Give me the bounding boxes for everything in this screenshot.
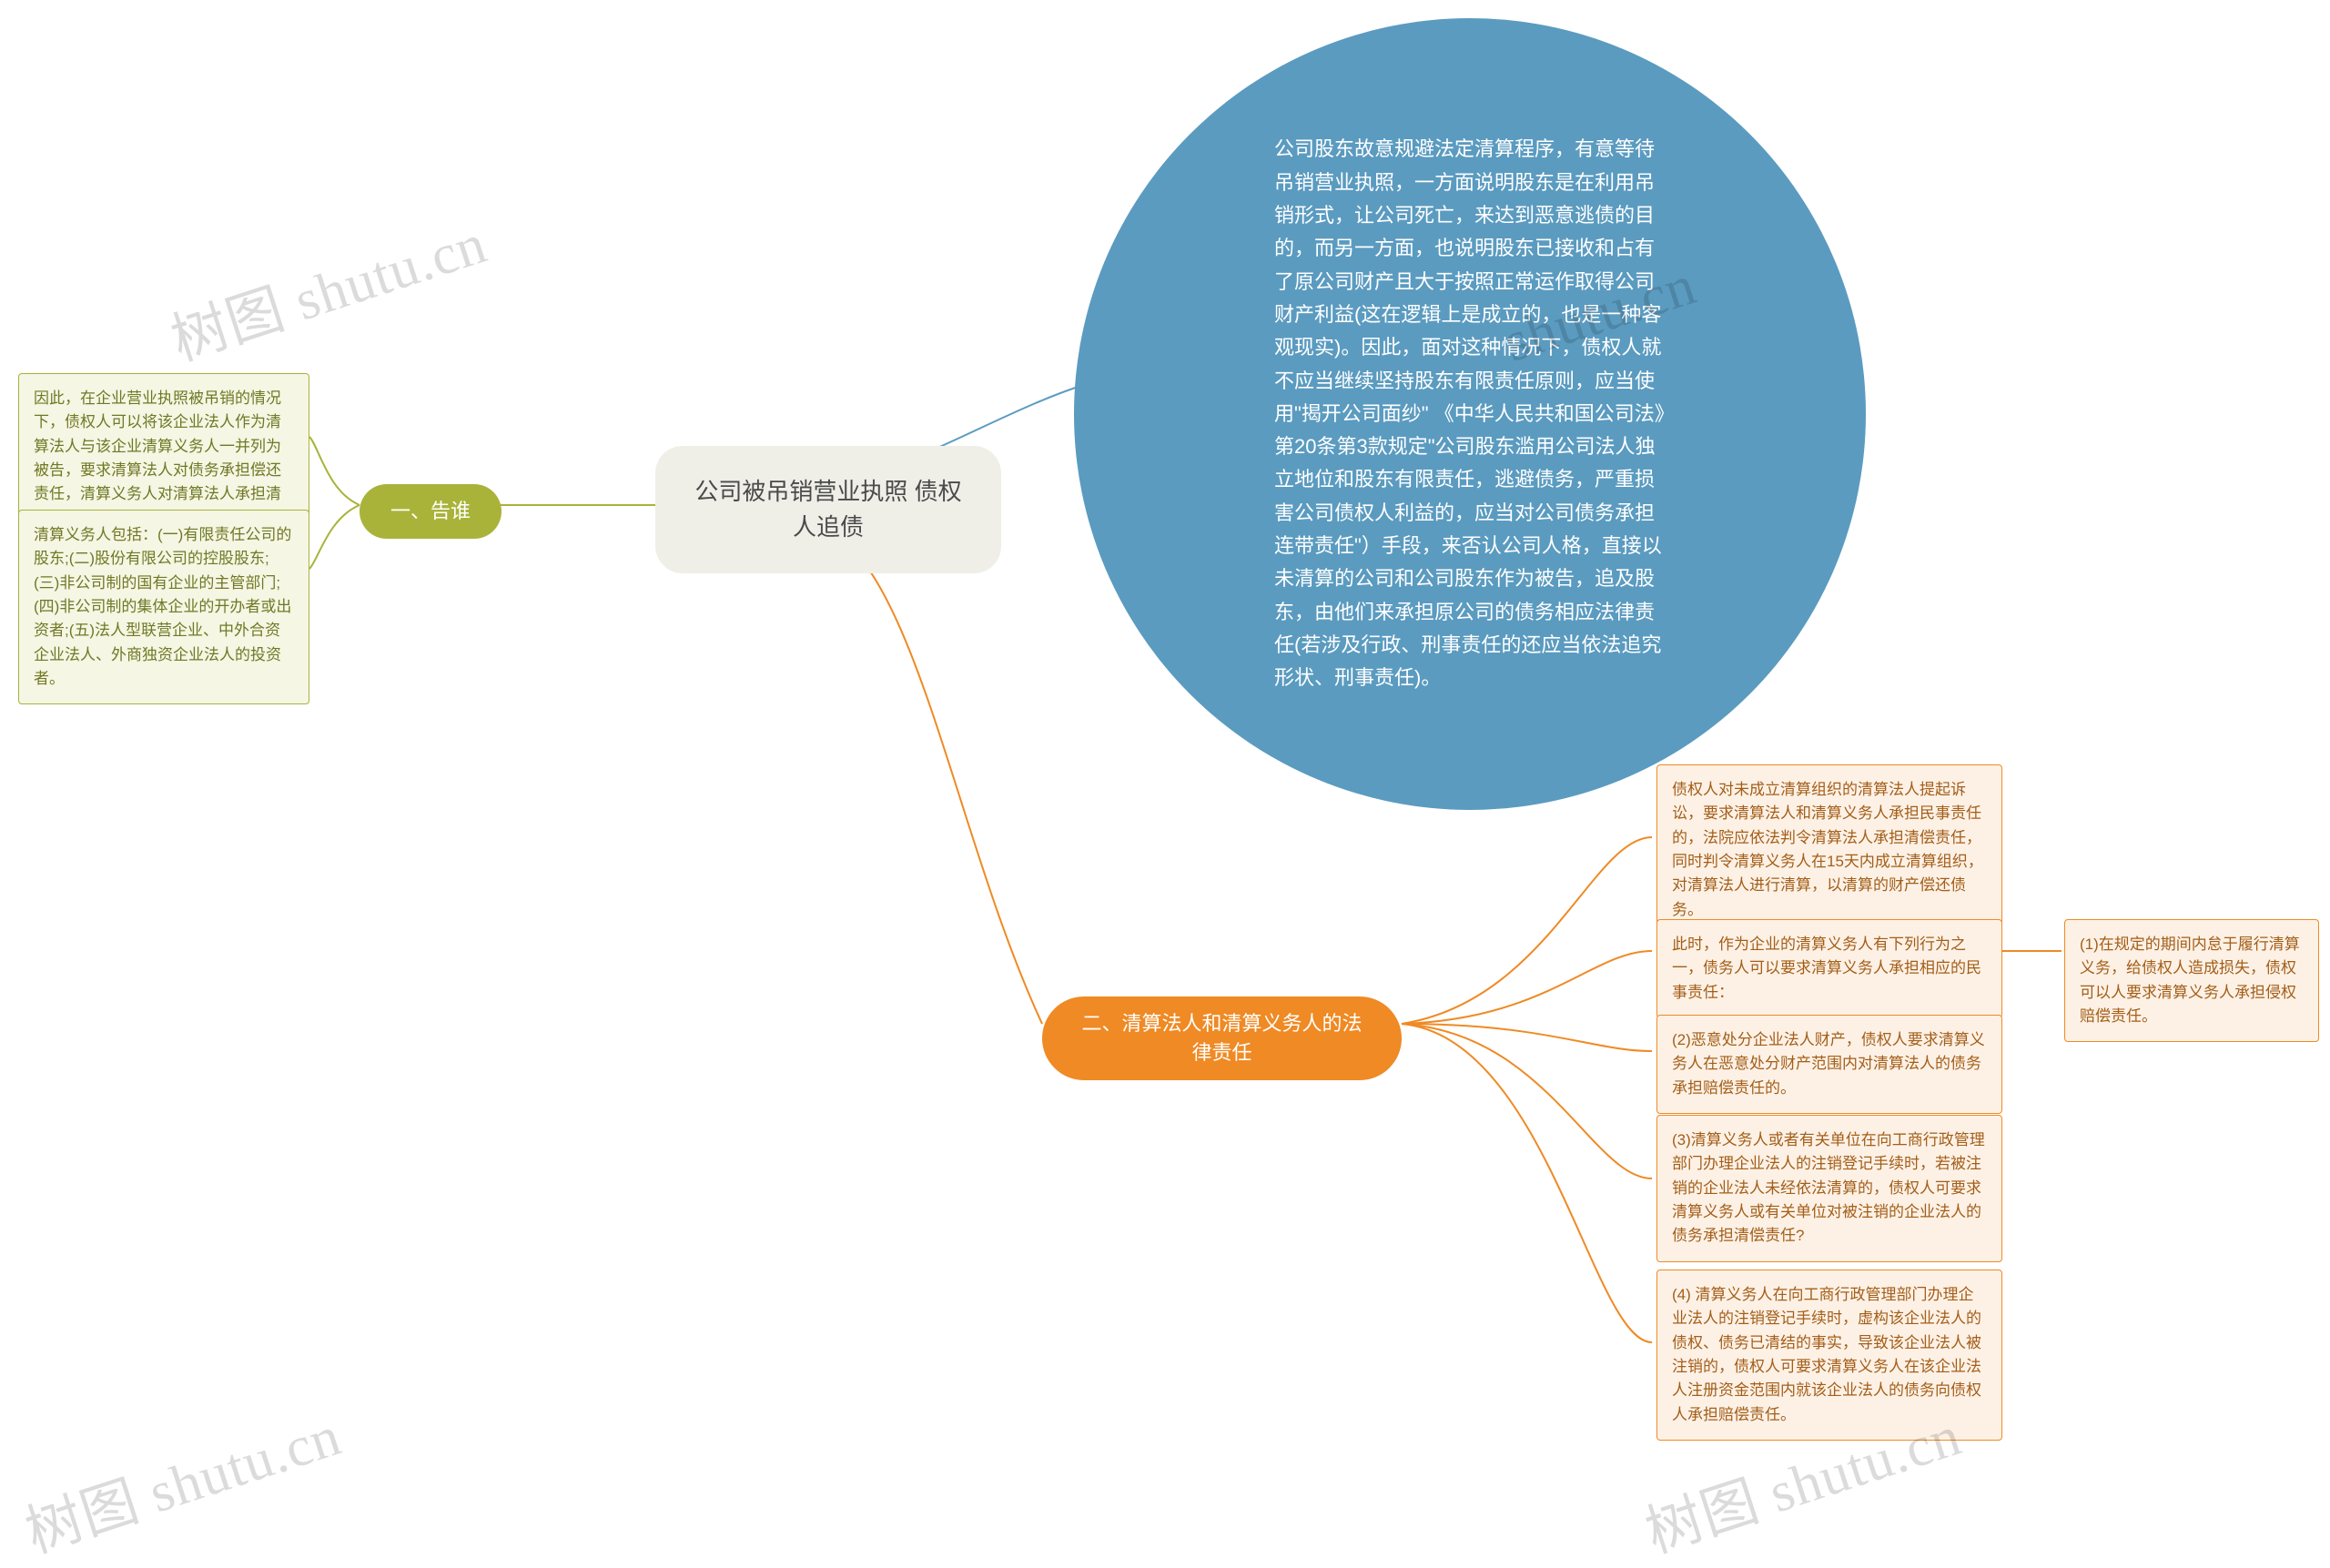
right-leaf-1[interactable]: 债权人对未成立清算组织的清算法人提起诉讼，要求清算法人和清算义务人承担民事责任的… (1656, 764, 2002, 936)
right-leaf-3-text: (2)恶意处分企业法人财产，债权人要求清算义务人在恶意处分财产范围内对清算法人的… (1672, 1028, 1987, 1100)
left-branch[interactable]: 一、告谁 (360, 484, 501, 539)
right-leaf-5-text: (4) 清算义务人在向工商行政管理部门办理企业法人的注销登记手续时，虚构该企业法… (1672, 1283, 1987, 1427)
right-leaf-4-text: (3)清算义务人或者有关单位在向工商行政管理部门办理企业法人的注销登记手续时，若… (1672, 1128, 1987, 1249)
left-leaf-2[interactable]: 清算义务人包括：(一)有限责任公司的股东;(二)股份有限公司的控股股东;(三)非… (18, 510, 309, 704)
bubble-node[interactable]: 公司股东故意规避法定清算程序，有意等待吊销营业执照，一方面说明股东是在利用吊销形… (1074, 18, 1866, 810)
right-branch[interactable]: 二、清算法人和清算义务人的法律责任 (1042, 996, 1402, 1080)
right-leaf-3[interactable]: (2)恶意处分企业法人财产，债权人要求清算义务人在恶意处分财产范围内对清算法人的… (1656, 1015, 2002, 1114)
root-text: 公司被吊销营业执照 债权人追债 (692, 474, 965, 545)
bubble-text: 公司股东故意规避法定清算程序，有意等待吊销营业执照，一方面说明股东是在利用吊销形… (1274, 133, 1666, 694)
left-leaf-2-text: 清算义务人包括：(一)有限责任公司的股东;(二)股份有限公司的控股股东;(三)非… (34, 523, 294, 691)
right-leaf-5[interactable]: (4) 清算义务人在向工商行政管理部门办理企业法人的注销登记手续时，虚构该企业法… (1656, 1270, 2002, 1441)
root-node[interactable]: 公司被吊销营业执照 债权人追债 (655, 446, 1001, 573)
right-branch-label: 二、清算法人和清算义务人的法律责任 (1073, 1009, 1371, 1067)
right-leaf-1-text: 债权人对未成立清算组织的清算法人提起诉讼，要求清算法人和清算义务人承担民事责任的… (1672, 778, 1987, 922)
right-leaf-2[interactable]: 此时，作为企业的清算义务人有下列行为之一，债务人可以要求清算义务人承担相应的民事… (1656, 919, 2002, 1018)
watermark: 树图 shutu.cn (159, 197, 495, 376)
mindmap-canvas: 公司被吊销营业执照 债权人追债 公司股东故意规避法定清算程序，有意等待吊销营业执… (0, 0, 2330, 1517)
right-subleaf[interactable]: (1)在规定的期间内怠于履行清算义务，给债权人造成损失，债权可以人要求清算义务人… (2064, 919, 2319, 1042)
left-branch-label: 一、告谁 (390, 497, 471, 526)
watermark: 树图 shutu.cn (14, 1390, 350, 1568)
right-leaf-4[interactable]: (3)清算义务人或者有关单位在向工商行政管理部门办理企业法人的注销登记手续时，若… (1656, 1115, 2002, 1262)
right-subleaf-text: (1)在规定的期间内怠于履行清算义务，给债权人造成损失，债权可以人要求清算义务人… (2080, 933, 2304, 1028)
right-leaf-2-text: 此时，作为企业的清算义务人有下列行为之一，债务人可以要求清算义务人承担相应的民事… (1672, 933, 1987, 1005)
